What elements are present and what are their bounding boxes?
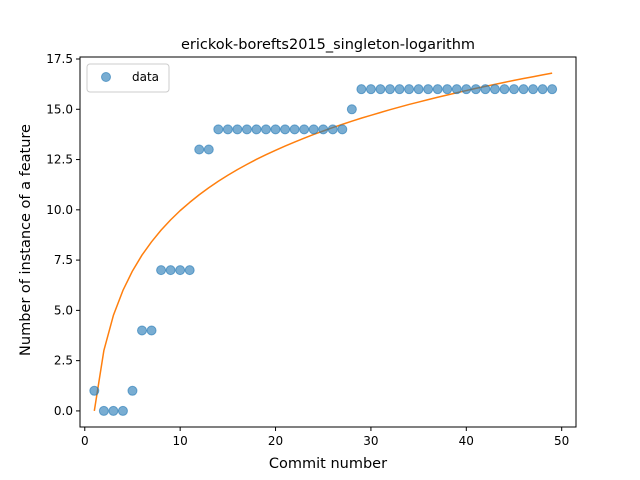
data-point (251, 124, 262, 135)
data-point (461, 84, 472, 95)
data-point (194, 144, 205, 155)
data-point (308, 124, 319, 135)
data-point (165, 265, 176, 276)
legend: data (86, 63, 170, 93)
plot-marks (89, 72, 558, 416)
data-point (404, 84, 415, 95)
data-point (127, 385, 138, 396)
data-point (261, 124, 271, 135)
data-point (89, 385, 100, 396)
x-tick-label: 10 (173, 434, 188, 448)
data-point (365, 84, 376, 95)
data-point (509, 84, 519, 95)
y-tick-label: 7.5 (54, 253, 73, 267)
x-tick-label: 0 (81, 434, 89, 448)
data-point (232, 124, 243, 135)
y-tick-label: 17.5 (46, 52, 73, 66)
data-point (528, 84, 539, 95)
y-tick-label: 5.0 (54, 303, 73, 317)
y-tick-label: 10.0 (46, 203, 73, 217)
data-point (346, 104, 357, 115)
data-point (442, 84, 453, 95)
y-tick-label: 0.0 (54, 404, 73, 418)
y-tick-label: 15.0 (46, 102, 73, 116)
data-point (489, 84, 500, 95)
legend-label-data: data (132, 70, 159, 84)
data-point (289, 124, 300, 135)
data-point (480, 84, 491, 95)
data-point (108, 405, 119, 416)
data-point (137, 325, 147, 336)
x-tick-label: 20 (268, 434, 283, 448)
data-point (451, 84, 462, 95)
y-tick-label: 2.5 (54, 354, 73, 368)
data-point (184, 265, 195, 276)
data-point (213, 124, 224, 135)
data-point (241, 124, 252, 135)
data-point (146, 325, 157, 336)
chart-title: erickok-borefts2015_singleton-logarithm (181, 37, 475, 53)
data-point (394, 84, 405, 95)
data-point (327, 124, 338, 135)
data-point (537, 84, 548, 95)
data-point (270, 124, 281, 135)
y-tick-label: 12.5 (46, 153, 73, 167)
data-point (318, 124, 329, 135)
data-point (499, 84, 510, 95)
data-point (156, 265, 167, 276)
data-point (470, 84, 481, 95)
legend-marker-data (101, 72, 111, 82)
x-tick-label: 50 (554, 434, 569, 448)
data-point (547, 84, 558, 95)
data-point (518, 84, 529, 95)
data-point (432, 84, 443, 95)
data-point (280, 124, 291, 135)
ticks: 0 10 20 30 40 50 0.0 2.5 5.0 7.5 10.0 12.5 15.0 17.5 (46, 52, 569, 448)
data-point (98, 405, 109, 416)
data-point (337, 124, 348, 135)
plot-frame (79, 56, 577, 428)
data-point (117, 405, 128, 416)
x-tick-label: 30 (363, 434, 378, 448)
data-point (356, 84, 367, 95)
data-point (299, 124, 310, 135)
data-point (222, 124, 233, 135)
data-point (375, 84, 386, 95)
axes (79, 56, 577, 428)
data-point (413, 84, 424, 95)
y-axis-label: Number of instance of a feature (18, 124, 34, 356)
legend-frame (86, 63, 170, 93)
data-point (175, 265, 186, 276)
data-point (423, 84, 434, 95)
data-point (203, 144, 214, 155)
x-tick-label: 40 (459, 434, 474, 448)
data-point (385, 84, 395, 95)
x-axis-label: Commit number (269, 456, 387, 472)
